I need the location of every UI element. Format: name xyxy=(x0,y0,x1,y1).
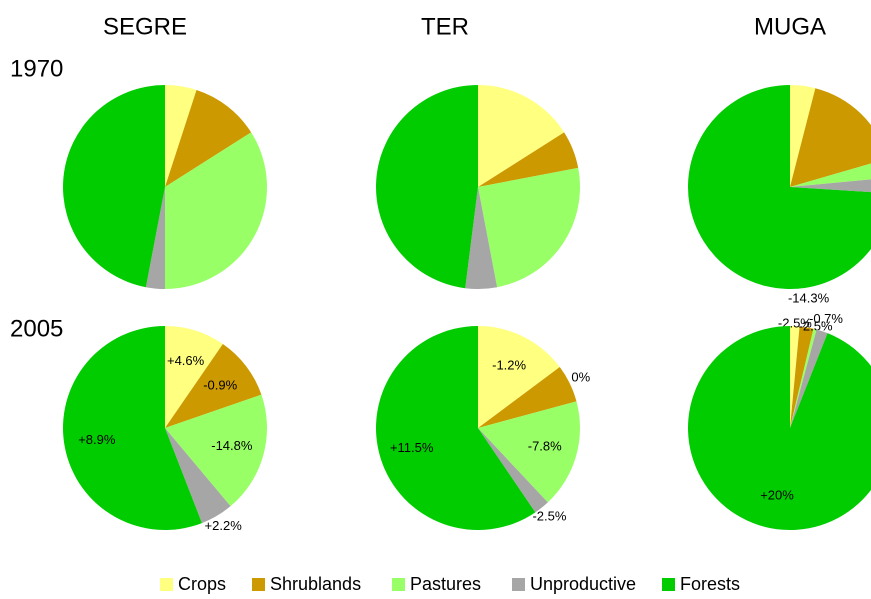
pie-slice xyxy=(790,326,814,428)
pie-slice xyxy=(165,89,252,187)
change-label: -2.5% xyxy=(532,509,566,524)
change-label: -1.2% xyxy=(492,357,526,372)
pie-slice xyxy=(478,367,577,428)
pie-slice xyxy=(790,329,828,428)
pie-slice xyxy=(376,326,536,530)
legend-swatch xyxy=(512,578,525,591)
pie-slice xyxy=(62,326,202,530)
pie-slice xyxy=(165,132,267,289)
legend-label: Crops xyxy=(178,574,226,594)
pie-slice xyxy=(375,85,478,289)
legend-swatch xyxy=(662,578,675,591)
pie-slice xyxy=(790,326,800,428)
change-label: +4.6% xyxy=(167,353,205,368)
pie-slice xyxy=(165,394,267,507)
change-label: 0% xyxy=(571,370,590,385)
legend-swatch xyxy=(252,578,265,591)
pie-slice xyxy=(165,85,197,187)
pie-slice xyxy=(478,167,580,288)
legend-label: Forests xyxy=(680,574,740,594)
change-label: +2.2% xyxy=(205,518,243,533)
pie-slice xyxy=(790,88,871,187)
pie-slice xyxy=(688,85,871,289)
pie-slice xyxy=(165,343,262,428)
pie-slice xyxy=(165,428,231,524)
column-title: TER xyxy=(421,13,469,40)
pie-slice xyxy=(790,163,871,187)
change-label: -7.8% xyxy=(528,438,562,453)
pie-slice xyxy=(478,85,565,187)
legend-label: Shrublands xyxy=(270,574,361,594)
legend-swatch xyxy=(160,578,173,591)
legend-swatch xyxy=(392,578,405,591)
change-label: +11.5% xyxy=(390,440,434,455)
legend-label: Unproductive xyxy=(530,574,636,594)
change-label: +20% xyxy=(760,488,794,503)
pie-slice xyxy=(62,85,165,288)
change-label: -14.8% xyxy=(211,438,253,453)
pie-slice xyxy=(790,85,816,187)
row-label: 1970 xyxy=(10,55,63,82)
pie-slice xyxy=(478,132,579,187)
pie-slice xyxy=(688,326,871,530)
column-title: SEGRE xyxy=(103,13,187,40)
change-label: -14.3% xyxy=(788,291,830,306)
pie-slice xyxy=(478,326,560,428)
pie-slice xyxy=(165,326,223,428)
pie-slice xyxy=(790,328,817,428)
pie-slice xyxy=(465,187,498,289)
row-label: 2005 xyxy=(10,315,63,342)
change-label: +8.9% xyxy=(78,432,116,447)
change-label: -0.7% xyxy=(809,311,843,326)
pie-slice xyxy=(790,179,871,193)
legend-label: Pastures xyxy=(410,574,481,594)
pie-slice xyxy=(145,187,165,290)
column-title: MUGA xyxy=(754,13,826,40)
change-label: -2.5% xyxy=(799,319,833,334)
change-label: -0.9% xyxy=(203,377,237,392)
pie-slice xyxy=(478,401,580,503)
pie-slice xyxy=(478,428,548,513)
